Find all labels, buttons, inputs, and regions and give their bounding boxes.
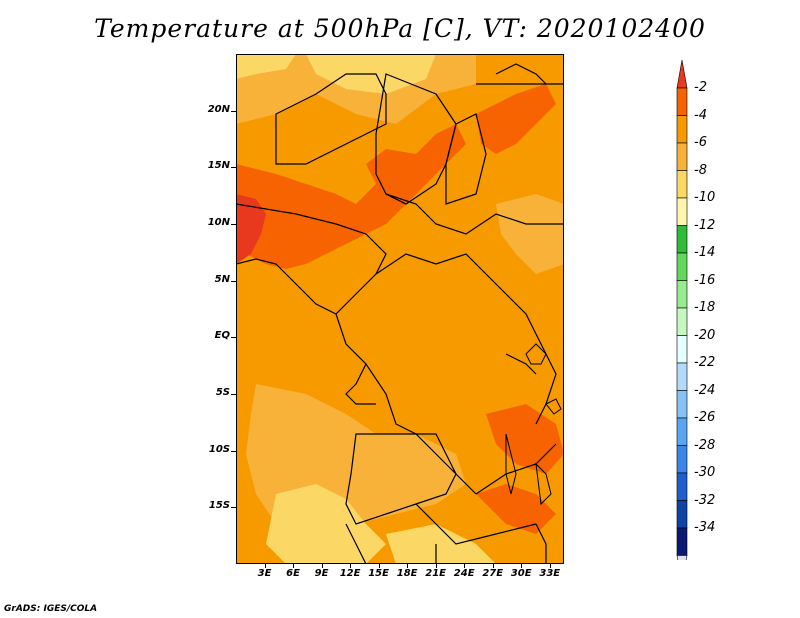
lon-tick: [549, 564, 551, 568]
colorbar-label: -32: [694, 492, 716, 508]
colorbar-label: -20: [694, 327, 716, 343]
colorbar-label: -26: [694, 410, 716, 425]
colorbar-label: -2: [694, 80, 707, 95]
country-borders: [236, 63, 564, 564]
field-south-pale2: [386, 524, 496, 564]
lon-label-6E: 6E: [286, 568, 300, 579]
grads-credit: GrADS: IGES/COLA: [4, 604, 98, 614]
lon-label-21E: 21E: [425, 568, 447, 579]
lat-tick: [231, 280, 236, 282]
field-se-dark2: [476, 484, 556, 534]
lat-label-5S: 5S: [215, 387, 230, 398]
lon-tick: [464, 564, 466, 568]
colorbar-label: -4: [694, 107, 707, 123]
lat-label-20N: 20N: [207, 103, 230, 115]
colorbar-bottom-arrow: [676, 555, 688, 560]
colorbar-label: -24: [694, 382, 716, 398]
colorbar-swatch: [676, 500, 688, 529]
lon-tick: [407, 564, 409, 568]
lon-label-30E: 30E: [510, 568, 532, 579]
lon-tick: [264, 564, 266, 568]
colorbar: [676, 60, 688, 560]
colorbar-label: -8: [694, 162, 707, 178]
lon-label-3E: 3E: [257, 568, 272, 579]
lon-label-18E: 18E: [396, 568, 418, 579]
colorbar-label: -6: [694, 135, 707, 150]
lon-label-33E: 33E: [539, 568, 561, 579]
lat-label-15S: 15S: [208, 500, 230, 512]
colorbar-label: -30: [694, 465, 716, 480]
colorbar-swatch: [676, 280, 688, 309]
colorbar-swatch: [676, 170, 688, 199]
lat-label-15N: 15N: [207, 160, 230, 172]
lat-tick: [231, 337, 236, 339]
colorbar-swatch: [676, 472, 688, 501]
lon-tick: [492, 564, 494, 568]
field-north-pale2: [236, 54, 296, 79]
colorbar-swatch: [676, 142, 688, 171]
lon-tick: [350, 564, 352, 568]
field-west-red: [236, 194, 266, 264]
colorbar-swatch: [676, 225, 688, 254]
colorbar-label: -22: [694, 355, 716, 370]
lat-tick: [231, 167, 236, 169]
colorbar-label: -18: [694, 300, 716, 315]
map-frame: [236, 54, 564, 564]
colorbar-top-arrow: [676, 60, 688, 89]
colorbar-label: -28: [694, 437, 716, 453]
colorbar-swatch: [676, 417, 688, 446]
colorbar-label: -34: [694, 520, 716, 535]
lon-label-24E: 24E: [453, 568, 475, 579]
lat-tick: [231, 110, 236, 112]
colorbar-label: -10: [694, 190, 716, 205]
colorbar-label: -12: [694, 217, 716, 233]
temperature-map: [236, 54, 564, 564]
lon-label-15E: 15E: [368, 568, 389, 579]
lat-label-10S: 10S: [208, 443, 230, 455]
lat-label-EQ: EQ: [214, 330, 230, 342]
colorbar-swatch: [676, 527, 688, 556]
field-se-dark: [486, 404, 564, 474]
colorbar-swatch: [676, 445, 688, 474]
lat-tick: [231, 507, 236, 509]
lat-label-5N: 5N: [214, 273, 230, 285]
field-east-light: [496, 194, 564, 274]
lon-label-12E: 12E: [339, 568, 361, 579]
field-ne-dark: [476, 84, 556, 154]
colorbar-swatch: [676, 87, 688, 116]
field-sahel-dark: [236, 124, 466, 269]
lat-tick: [231, 224, 236, 225]
lon-tick: [293, 564, 295, 568]
colorbar-swatch: [676, 362, 688, 391]
lon-label-9E: 9E: [314, 568, 329, 579]
lat-tick: [231, 394, 236, 395]
lat-tick: [231, 450, 236, 452]
lon-tick: [378, 564, 380, 568]
map-title: Temperature at 500hPa [C], VT: 202010240…: [94, 14, 706, 43]
colorbar-label: -14: [694, 245, 716, 260]
lakes: [505, 343, 562, 506]
colorbar-swatch: [676, 115, 688, 144]
colorbar-swatch: [676, 390, 688, 419]
lat-label-10N: 10N: [207, 217, 230, 228]
colorbar-swatch: [676, 307, 688, 336]
colorbar-label: -16: [694, 272, 716, 288]
colorbar-swatch: [676, 335, 688, 364]
lon-tick: [321, 564, 323, 568]
colorbar-swatch: [676, 197, 688, 226]
colorbar-swatch: [676, 252, 688, 281]
lon-tick: [521, 564, 523, 568]
lon-tick: [435, 564, 437, 568]
lon-label-27E: 27E: [482, 568, 504, 579]
